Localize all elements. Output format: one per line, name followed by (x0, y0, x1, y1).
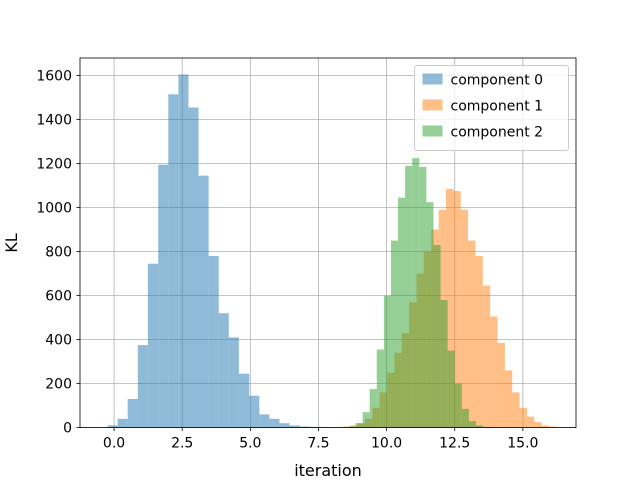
y-axis-label: KL (2, 233, 21, 252)
y-tick-label: 800 (45, 245, 72, 261)
histogram-bar (398, 198, 405, 428)
y-tick-label: 400 (45, 333, 72, 349)
histogram-bar (199, 176, 209, 428)
histogram-bar (520, 408, 527, 428)
histogram-bar (498, 343, 505, 428)
legend-swatch (423, 100, 443, 111)
x-axis-label: iteration (294, 461, 362, 480)
histogram-bar (158, 165, 168, 428)
histogram-bar (370, 389, 377, 428)
histogram-bar (462, 409, 469, 428)
histogram-bar (249, 396, 259, 428)
histogram-bar (269, 419, 279, 428)
legend-label: component 2 (451, 125, 544, 141)
histogram-bar (490, 317, 497, 428)
histogram-bar (405, 166, 412, 428)
histogram-bar (483, 286, 490, 428)
histogram-bar (363, 412, 370, 427)
histogram-bar (426, 202, 433, 428)
histogram-bar (433, 245, 440, 428)
legend-label: component 0 (451, 73, 544, 89)
x-tick-label: 15.0 (507, 436, 538, 452)
histogram-bar (505, 370, 512, 427)
histogram-bar (412, 158, 419, 428)
x-tick-label: 2.5 (171, 436, 193, 452)
histogram-bar (384, 296, 391, 428)
y-tick-label: 1600 (36, 69, 72, 85)
legend-swatch (423, 74, 443, 85)
legend-label: component 1 (451, 99, 544, 115)
histogram-bar (148, 264, 158, 428)
histogram-bar (128, 399, 138, 428)
x-tick-label: 10.0 (371, 436, 402, 452)
histogram-bar (455, 384, 462, 428)
histogram-bar (391, 241, 398, 428)
y-tick-label: 0 (63, 421, 72, 437)
histogram-bar (419, 167, 426, 428)
x-tick-label: 12.5 (439, 436, 470, 452)
histogram-bar (229, 337, 239, 427)
legend: component 0 component 1 component 2 (415, 66, 569, 151)
histogram-bar (138, 345, 148, 428)
x-tick-label: 0.0 (103, 436, 125, 452)
histogram-bar (468, 241, 475, 428)
histogram-bar (527, 417, 534, 428)
y-tick-label: 200 (45, 377, 72, 393)
histogram-bar (219, 313, 229, 427)
y-tick-label: 1400 (36, 113, 72, 129)
legend-swatch (423, 126, 443, 137)
x-tick-label: 5.0 (239, 436, 261, 452)
histogram-bar (209, 256, 219, 428)
histogram-bar (475, 256, 482, 428)
histogram-bar (259, 414, 269, 427)
histogram-bar (118, 419, 128, 428)
histogram-bar (534, 422, 541, 428)
y-tick-label: 600 (45, 289, 72, 305)
histogram-bar (461, 210, 468, 428)
histogram-bar (441, 300, 448, 428)
histogram-bar (469, 421, 476, 428)
histogram-bar (168, 94, 178, 427)
x-tick-label: 7.5 (307, 436, 329, 452)
histogram-bar (512, 392, 519, 427)
histogram-bar (279, 423, 289, 427)
y-tick-label: 1000 (36, 201, 72, 217)
y-tick-label: 1200 (36, 157, 72, 173)
histogram-bar (448, 351, 455, 428)
histogram-bar (377, 350, 384, 428)
histogram-bar (239, 374, 249, 428)
histogram-bar (188, 108, 198, 428)
histogram-bar (356, 423, 363, 427)
histogram-bar (178, 75, 188, 428)
